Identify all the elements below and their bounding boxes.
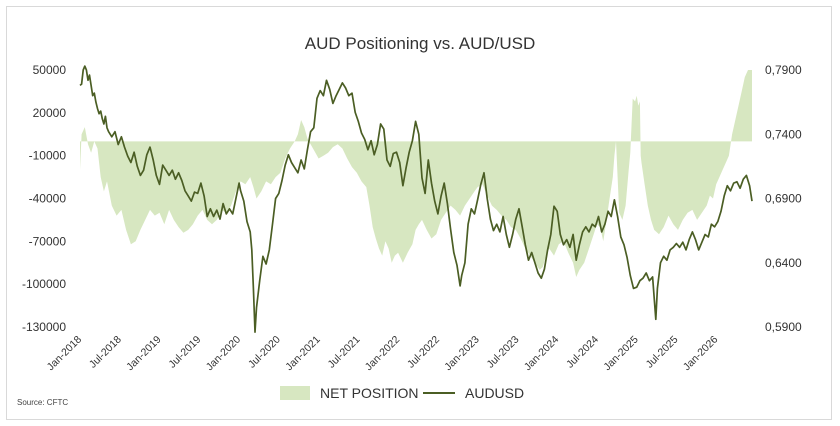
x-tick-label: Jan-2024 <box>522 334 562 374</box>
source-note: Source: CFTC <box>17 398 69 407</box>
right-tick-label: 0,7900 <box>765 63 802 77</box>
right-axis-ticks: 0,7900 0,7400 0,6900 0,6400 0,5900 <box>765 63 802 334</box>
x-tick-label: Jul-2020 <box>246 334 283 371</box>
net-position-area-layer <box>80 70 752 277</box>
x-tick-label: Jan-2025 <box>601 334 641 374</box>
x-tick-label: Jan-2019 <box>124 334 164 374</box>
x-tick-label: Jul-2025 <box>644 334 681 371</box>
left-axis-ticks: 50000 20000 -10000 -40000 -70000 -100000 -1300… <box>22 63 66 334</box>
x-tick-label: Jan-2022 <box>363 334 403 374</box>
left-tick-label: -40000 <box>29 192 67 206</box>
audusd-line <box>79 65 753 333</box>
legend: NET POSITION AUDUSD <box>280 385 524 401</box>
audusd-line-layer <box>79 65 753 333</box>
left-tick-label: 50000 <box>33 63 67 77</box>
legend-label-net-position: NET POSITION <box>320 385 419 401</box>
x-tick-label: Jan-2021 <box>283 334 323 374</box>
x-tick-label: Jul-2022 <box>405 334 442 371</box>
x-tick-label: Jan-2023 <box>442 334 482 374</box>
x-tick-label: Jul-2024 <box>564 334 601 371</box>
left-tick-label: -10000 <box>29 149 67 163</box>
left-tick-label: -130000 <box>22 320 66 334</box>
right-tick-label: 0,5900 <box>765 320 802 334</box>
left-tick-label: -70000 <box>29 234 67 248</box>
x-tick-label: Jul-2023 <box>485 334 522 371</box>
chart-title: AUD Positioning vs. AUD/USD <box>304 34 536 53</box>
legend-label-audusd: AUDUSD <box>465 385 524 401</box>
x-axis-ticks: Jan-2018 Jul-2018 Jan-2019 Jul-2019 Jan-2020… <box>45 334 721 374</box>
x-tick-label: Jul-2018 <box>87 334 124 371</box>
x-tick-label: Jul-2019 <box>166 334 203 371</box>
net-position-area <box>80 70 752 277</box>
right-tick-label: 0,6400 <box>765 256 802 270</box>
x-tick-label: Jan-2018 <box>45 334 85 374</box>
left-tick-label: -100000 <box>22 277 66 291</box>
legend-swatch-net-position <box>280 386 310 400</box>
right-tick-label: 0,7400 <box>765 127 802 141</box>
right-tick-label: 0,6900 <box>765 192 802 206</box>
x-tick-label: Jan-2026 <box>681 334 721 374</box>
left-tick-label: 20000 <box>33 106 67 120</box>
x-tick-label: Jul-2021 <box>325 334 362 371</box>
x-tick-label: Jan-2020 <box>204 334 244 374</box>
